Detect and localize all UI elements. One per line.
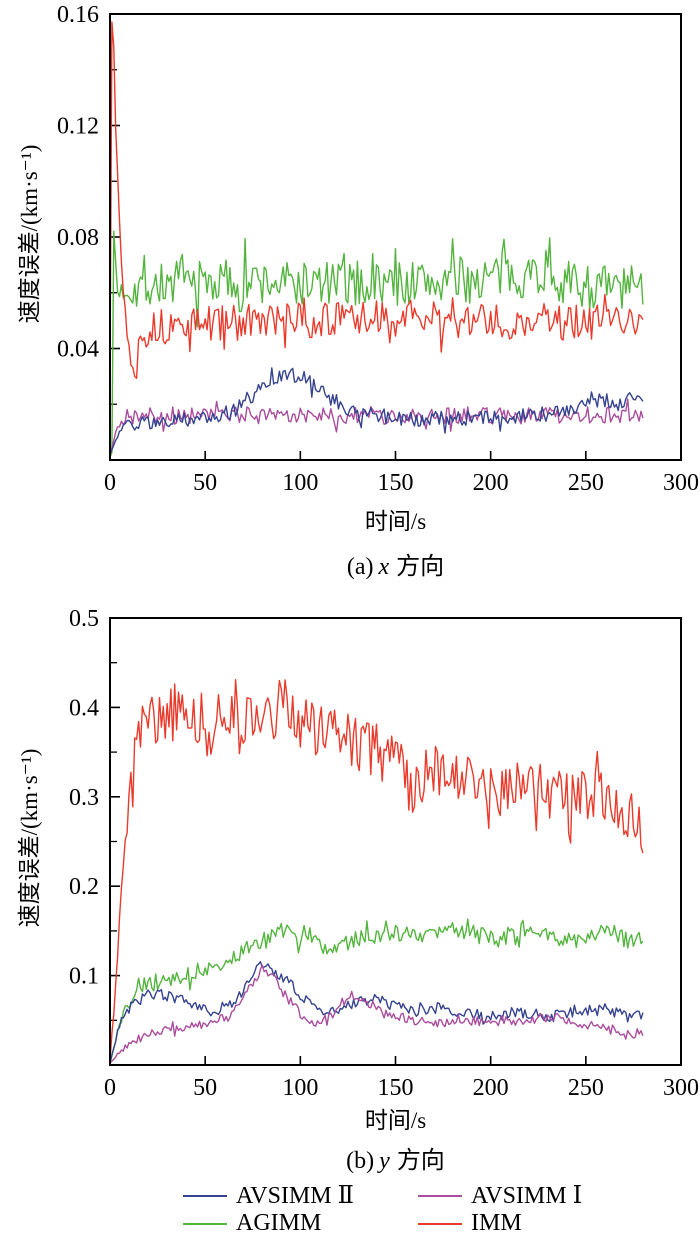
x-tick-label: 300 xyxy=(663,470,699,496)
legend-line-swatch-agimm xyxy=(183,1222,227,1225)
series-line-avsimm2 xyxy=(111,367,644,454)
series-line-imm xyxy=(111,21,644,379)
legend-label-avsimm2: AVSIMM Ⅱ xyxy=(236,1183,354,1209)
x-tick-label: 0 xyxy=(104,1075,116,1101)
legend-line-swatch-imm xyxy=(418,1222,462,1225)
series-line-agimm xyxy=(111,918,644,1062)
series-line-imm xyxy=(111,679,644,1057)
x-tick-label: 100 xyxy=(282,1075,318,1101)
y-tick-label: 0.12 xyxy=(57,114,99,140)
y-tick-label: 0.4 xyxy=(69,695,99,721)
plot-frame xyxy=(109,617,682,1066)
x-tick-label: 100 xyxy=(282,470,318,496)
chart-a-x-axis-label: 时间/s xyxy=(364,509,427,534)
legend-item-imm: IMM xyxy=(418,1210,582,1237)
x-tick-label: 200 xyxy=(473,470,509,496)
legend-line-swatch-avsimm1 xyxy=(418,1194,462,1197)
chart-a-caption-variable: x xyxy=(378,554,390,580)
x-tick-label: 250 xyxy=(568,1075,604,1101)
chart-a-caption-text: 方向 xyxy=(396,554,445,580)
y-tick-label: 0.3 xyxy=(69,785,99,811)
chart-b-caption: (b) y 方向 xyxy=(110,1140,681,1175)
chart-a-caption-index: (a) xyxy=(346,554,374,580)
x-tick-label: 250 xyxy=(568,470,604,496)
x-tick-label: 200 xyxy=(473,1075,509,1101)
legend-item-avsimm2: AVSIMM Ⅱ xyxy=(183,1182,418,1209)
x-tick-label: 150 xyxy=(378,1075,414,1101)
legend-label-imm: IMM xyxy=(471,1210,522,1236)
chart-a-caption: (a) x 方向 xyxy=(110,546,681,581)
series-line-avsimm1 xyxy=(111,964,644,1064)
chart-b-canvas: 0 50 100 150 200 250 300 0.1 0.2 0.3 0.4 0.5 xyxy=(69,606,699,1101)
series-line-avsimm2 xyxy=(111,961,644,1063)
series-line-agimm xyxy=(111,230,644,457)
x-tick-label: 50 xyxy=(193,1075,217,1101)
x-tick-label: 50 xyxy=(193,470,217,496)
legend-line-swatch-avsimm2 xyxy=(183,1194,227,1197)
plot-frame xyxy=(109,13,682,461)
y-tick-label: 0.1 xyxy=(69,964,99,990)
y-tick-label: 0.16 xyxy=(57,2,99,28)
chart-b-x-axis-label: 时间/s xyxy=(364,1108,427,1133)
legend-label-avsimm1: AVSIMM Ⅰ xyxy=(471,1183,583,1209)
y-tick-label: 0.08 xyxy=(57,225,99,251)
chart-b-caption-index: (b) xyxy=(346,1148,375,1174)
legend-item-avsimm1: AVSIMM Ⅰ xyxy=(418,1182,582,1209)
x-tick-label: 150 xyxy=(378,470,414,496)
y-tick-label: 0.2 xyxy=(69,874,99,900)
x-tick-label: 0 xyxy=(104,470,116,496)
legend-item-agimm: AGIMM xyxy=(183,1210,418,1237)
y-tick-label: 0.5 xyxy=(69,606,99,632)
chart-a-canvas: 0 50 100 150 200 250 300 0.04 0.08 0.12 0.16 xyxy=(57,2,699,496)
chart-b-caption-text: 方向 xyxy=(396,1148,445,1174)
series-group xyxy=(111,21,644,457)
legend-label-agimm: AGIMM xyxy=(236,1210,322,1236)
y-tick-label: 0.04 xyxy=(57,337,99,363)
legend: AVSIMM Ⅱ AVSIMM Ⅰ AGIMM IMM xyxy=(183,1182,582,1237)
chart-b-caption-variable: y xyxy=(379,1148,390,1174)
x-tick-label: 300 xyxy=(663,1075,699,1101)
series-group xyxy=(111,679,644,1064)
